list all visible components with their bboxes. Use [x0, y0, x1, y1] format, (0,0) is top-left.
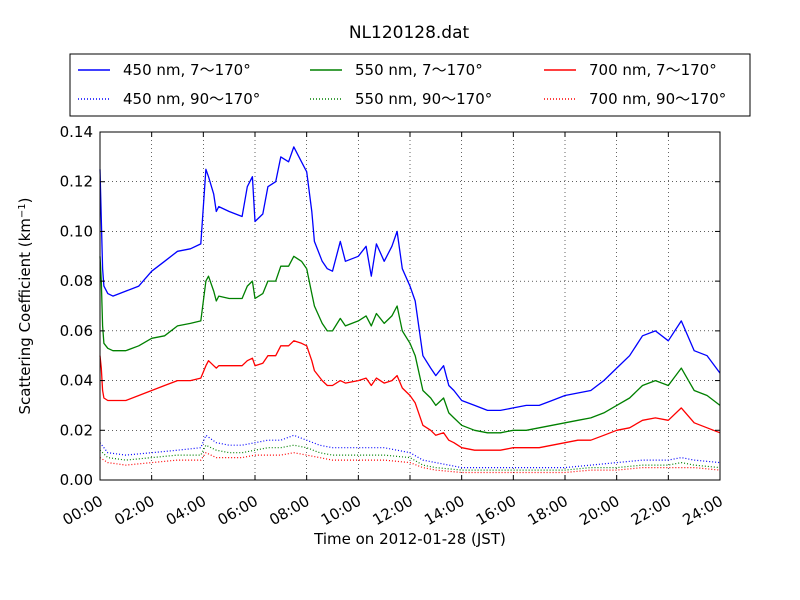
y-tick-label: 0.08 [60, 272, 93, 290]
plot-area [99, 131, 721, 481]
legend-box [69, 53, 751, 117]
series-line-5 [99, 452, 721, 474]
y-tick-label: 0.12 [60, 173, 93, 191]
series-layer [99, 146, 721, 474]
y-tick-labels: 0.00 0.02 0.04 0.06 0.08 0.10 0.12 0.14 [60, 123, 93, 489]
y-tick-label: 0.10 [60, 222, 93, 240]
axis-ticks [99, 131, 721, 481]
y-tick-label: 0.14 [60, 123, 93, 141]
legend-label-4: 550 nm, 90～170° [355, 90, 492, 108]
series-line-0 [99, 146, 721, 412]
y-tick-label: 0.04 [60, 372, 93, 390]
legend-label-3: 450 nm, 90～170° [123, 90, 260, 108]
series-line-1 [99, 255, 721, 434]
x-axis-label: Time on 2012-01-28 (JST) [313, 530, 506, 548]
legend-label-5: 700 nm, 90～170° [589, 90, 726, 108]
legend-label-1: 550 nm, 7～170° [355, 61, 483, 79]
chart-title: NL120128.dat [349, 23, 470, 43]
y-axis-label: Scattering Coefficient (km−1) [16, 197, 34, 414]
y-tick-label: 0.00 [60, 471, 93, 489]
y-tick-label: 0.06 [60, 322, 93, 340]
y-axis-label-text: Scattering Coefficient (km [16, 218, 34, 414]
y-axis-label-unit-exponent: −1 [17, 203, 28, 218]
series-line-4 [99, 444, 721, 471]
series-line-2 [99, 340, 721, 451]
legend: 450 nm, 7～170° 550 nm, 7～170° 700 nm, 7～17… [69, 53, 751, 117]
y-axis-label-close: ) [16, 197, 34, 203]
legend-label-0: 450 nm, 7～170° [123, 61, 251, 79]
legend-label-2: 700 nm, 7～170° [589, 61, 717, 79]
y-tick-label: 0.02 [60, 421, 93, 439]
